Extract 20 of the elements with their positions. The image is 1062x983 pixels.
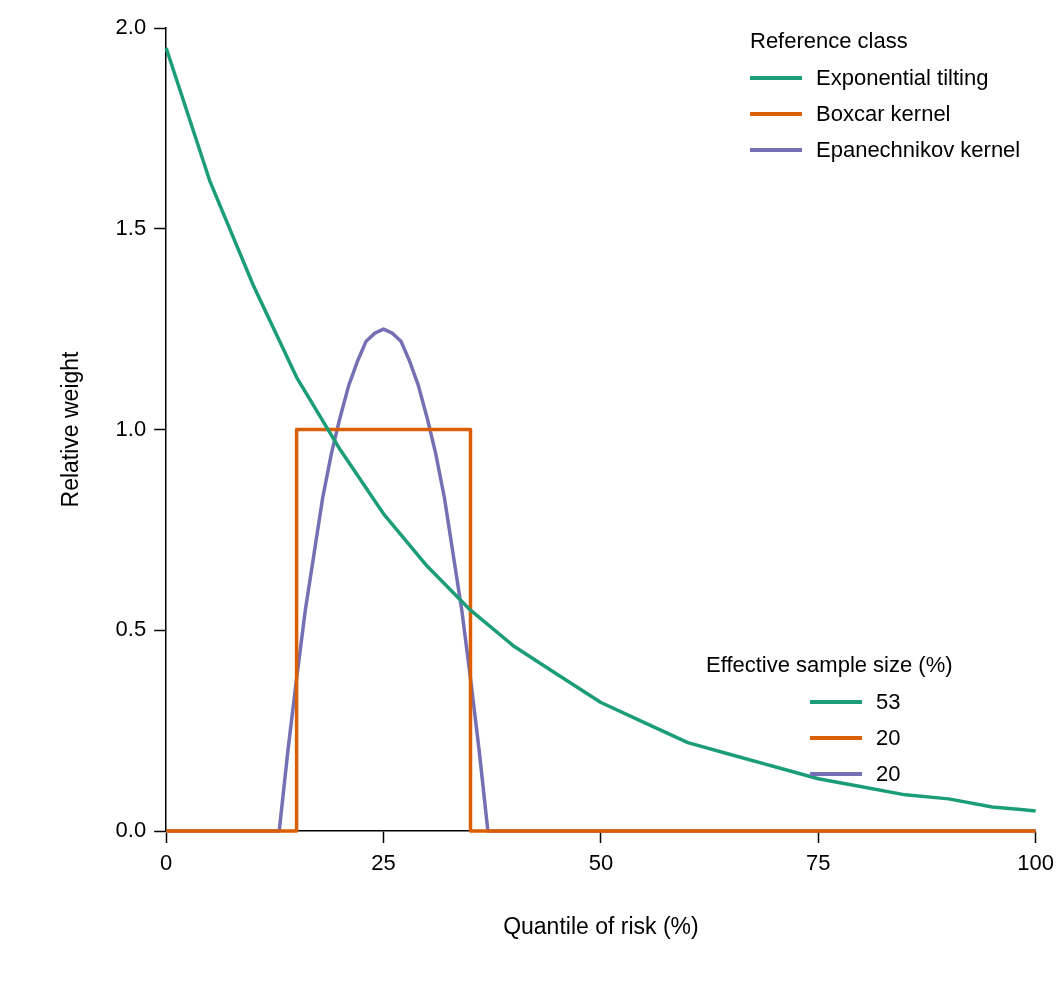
x-tick-label: 50: [588, 850, 614, 876]
y-tick-label: 0.0: [115, 817, 147, 843]
annotation: 20: [876, 725, 901, 751]
y-tick-label: 0.5: [115, 616, 147, 642]
annotation: 53: [876, 689, 901, 715]
x-tick-label: 25: [371, 850, 396, 876]
y-tick-label: 1.5: [115, 214, 147, 240]
legend-label: Boxcar kernel: [816, 101, 951, 127]
y-axis-title: Relative weight: [57, 350, 84, 508]
annotation: Effective sample size (%): [706, 652, 953, 678]
annotation: 20: [876, 761, 901, 787]
y-tick-label: 1.0: [115, 415, 147, 441]
x-axis-title: Quantile of risk (%): [503, 912, 699, 939]
x-tick-label: 100: [1017, 850, 1055, 876]
legend-label: Epanechnikov kernel: [816, 137, 1021, 163]
legend-label: Exponential tilting: [816, 65, 989, 91]
legend-title: Reference class: [750, 28, 909, 54]
x-tick-label: 75: [806, 850, 831, 876]
y-tick-label: 2.0: [115, 14, 147, 40]
x-tick-label: 0: [160, 850, 173, 876]
